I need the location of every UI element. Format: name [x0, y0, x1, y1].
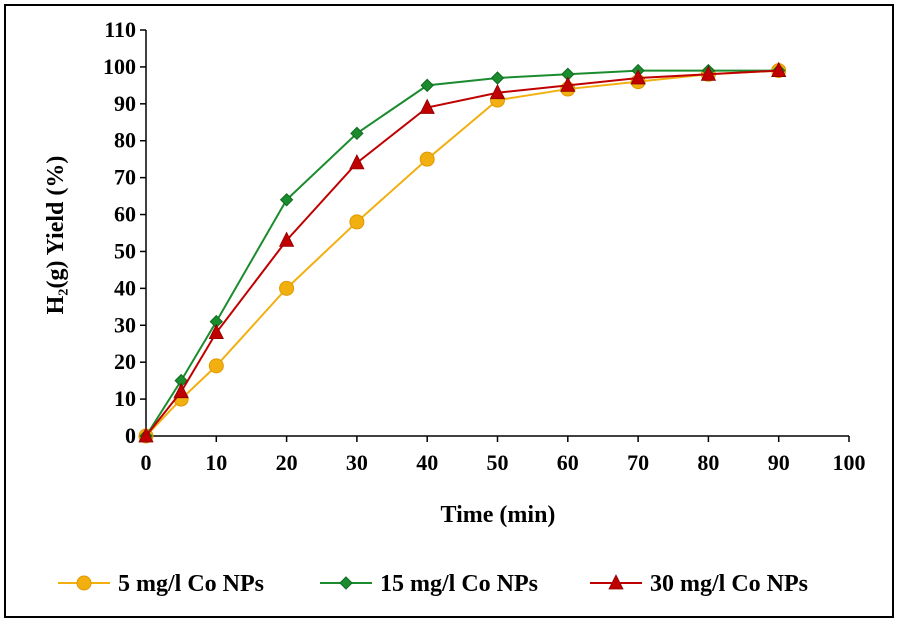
y-axis-title: H₂(g) Yield (%): [43, 156, 69, 315]
x-axis-title: Time (min): [441, 502, 556, 528]
data-point: [138, 427, 154, 443]
x-tick-label: 20: [276, 450, 298, 475]
data-point: [420, 78, 434, 93]
series-layer: [138, 61, 787, 444]
axis-ticks: 0 10 20 30 40 50 60 70 80 90 100 110 0 10 20 30 40 50 60 70…: [103, 17, 866, 475]
y-tick-label: 50: [114, 238, 136, 263]
y-tick-label: 40: [114, 275, 136, 300]
data-point: [350, 126, 364, 141]
legend-label: 15 mg/l Co NPs: [380, 571, 538, 597]
x-tick-label: 50: [487, 450, 509, 475]
data-point: [489, 83, 506, 100]
x-tick-label: 80: [697, 450, 719, 475]
x-tick-label: 60: [557, 450, 579, 475]
x-tick-label: 30: [346, 450, 368, 475]
legend-item: 30 mg/l Co NPs: [590, 571, 808, 597]
legend-item: 5 mg/l Co NPs: [58, 571, 264, 597]
data-point: [278, 231, 295, 247]
y-tick-label: 0: [125, 423, 136, 448]
legend-marker: [608, 574, 624, 590]
data-point: [173, 382, 189, 399]
x-tick-label: 90: [768, 450, 790, 475]
data-point: [208, 323, 224, 340]
data-point: [700, 65, 717, 81]
y-tick-label: 70: [114, 165, 136, 190]
legend-marker: [339, 576, 353, 590]
legend: 5 mg/l Co NPs 15 mg/l Co NPs 30 mg/l Co NP…: [58, 571, 808, 597]
x-tick-label: 40: [416, 450, 438, 475]
chart-frame: [4, 4, 894, 618]
x-tick-label: 0: [141, 450, 152, 475]
x-tick-label: 100: [833, 450, 866, 475]
legend-marker: [76, 575, 92, 591]
legend-item: 15 mg/l Co NPs: [320, 571, 538, 597]
data-point: [279, 280, 295, 296]
x-tick-label: 70: [627, 450, 649, 475]
y-tick-label: 30: [114, 312, 136, 337]
data-point: [208, 358, 224, 374]
y-tick-label: 60: [114, 202, 136, 227]
data-point: [349, 153, 365, 170]
series-line: [145, 69, 779, 437]
series-2: [139, 63, 786, 443]
y-tick-label: 80: [114, 128, 136, 153]
series-line: [145, 69, 779, 437]
series-line: [145, 69, 779, 437]
data-point: [279, 193, 294, 207]
y-tick-label: 110: [104, 17, 136, 42]
data-point: [630, 69, 646, 85]
y-tick-label: 20: [114, 349, 136, 374]
data-point: [560, 76, 576, 92]
y-tick-label: 10: [114, 386, 136, 411]
y-tick-label: 100: [103, 54, 136, 79]
data-point: [349, 214, 365, 230]
legend-label: 30 mg/l Co NPs: [650, 571, 808, 597]
series-3: [138, 61, 787, 443]
data-point: [419, 151, 435, 167]
y-tick-label: 90: [114, 91, 136, 116]
series-1: [138, 63, 787, 444]
data-point: [771, 61, 787, 77]
legend-label: 5 mg/l Co NPs: [118, 571, 264, 597]
data-point: [419, 98, 435, 114]
data-point: [490, 71, 505, 85]
x-tick-label: 10: [205, 450, 227, 475]
